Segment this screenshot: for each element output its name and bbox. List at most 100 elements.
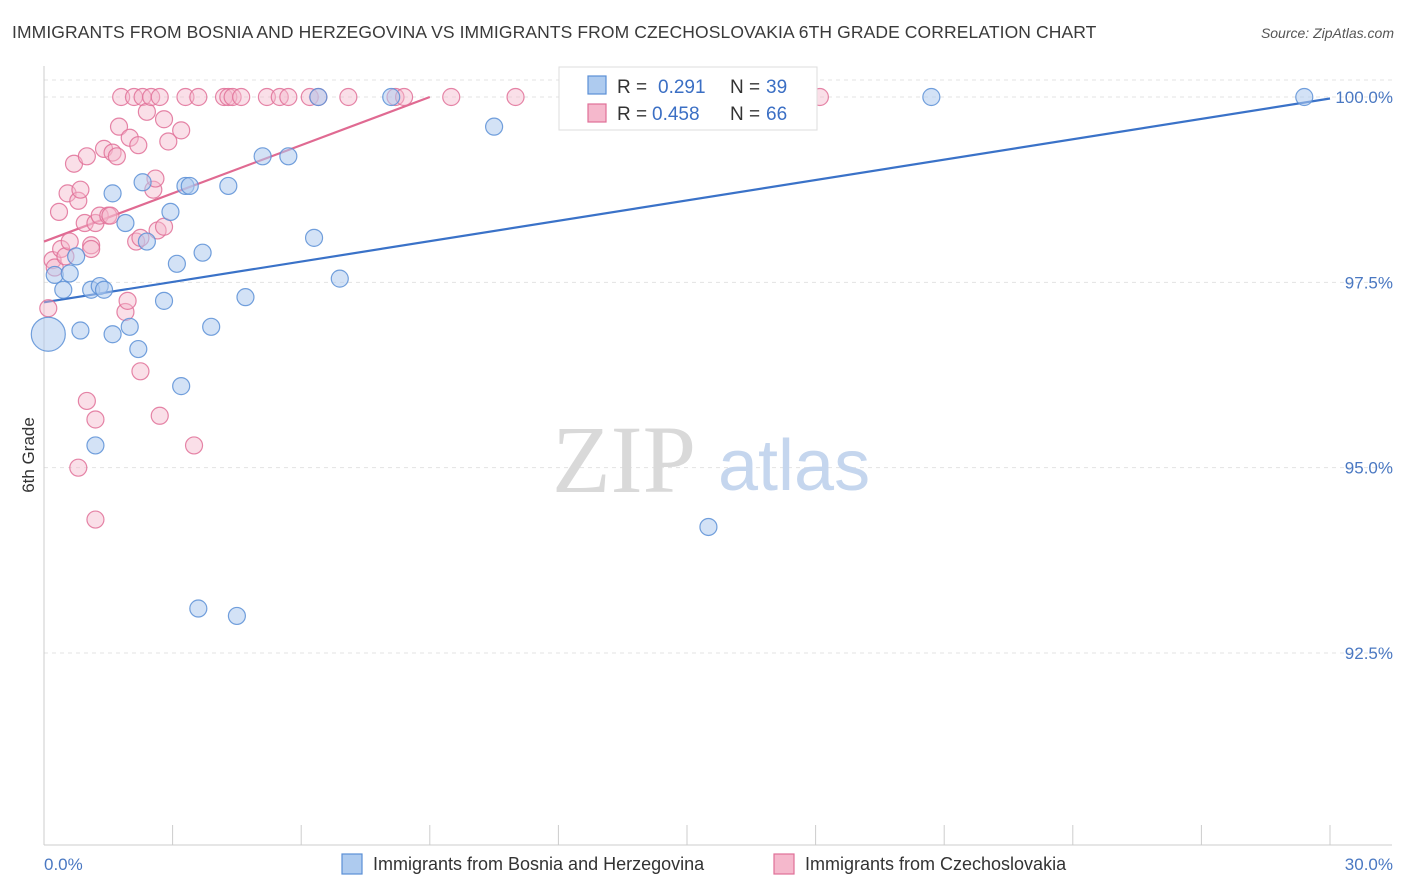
point-bosnia-15 [154, 291, 174, 310]
point-bosnia-37 [699, 517, 718, 537]
point-czech-3 [49, 202, 69, 222]
point-bosnia-1 [54, 280, 73, 299]
point-bosnia-14 [137, 232, 156, 251]
legend-n-value-1: 39 [766, 77, 787, 98]
point-czech-10 [71, 180, 90, 199]
point-bosnia-30 [485, 117, 504, 136]
point-czech-57 [506, 87, 525, 107]
watermark-atlas: atlas [718, 426, 870, 506]
point-czech-32 [137, 102, 156, 121]
point-czech-42 [176, 87, 195, 107]
legend-r-value-2: 0.458 [652, 104, 700, 125]
bottom-legend-label-blue: Immigrants from Bosnia and Herzegovina [373, 854, 705, 874]
watermark-zip: ZIP [552, 406, 696, 513]
source-label: Source: ZipAtlas.com [1260, 25, 1394, 41]
point-bosnia-23 [236, 288, 255, 307]
legend-n-label-1: N = [730, 77, 760, 98]
point-bosnia-19 [180, 176, 199, 196]
point-bosnia-28 [330, 269, 349, 288]
series-legend: Immigrants from Bosnia and Herzegovina I… [341, 853, 1067, 875]
point-bosnia-7 [94, 280, 114, 299]
point-bosnia-11 [120, 317, 139, 336]
y-tick-label-3: 92.5% [1345, 644, 1393, 663]
point-czech-64 [69, 458, 88, 477]
y-tick-label-1: 97.5% [1345, 273, 1393, 292]
point-bosnia-29 [382, 87, 401, 107]
point-czech-21 [107, 147, 126, 166]
point-bosnia-35 [86, 436, 105, 455]
y-tick-label-2: 95.0% [1345, 459, 1393, 478]
point-bosnia-4 [71, 321, 90, 340]
point-bosnia-39 [227, 606, 246, 626]
point-czech-61 [77, 391, 96, 411]
legend-r-label-1: R = [617, 77, 647, 98]
chart-title: IMMIGRANTS FROM BOSNIA AND HERZEGOVINA V… [12, 22, 1097, 42]
point-czech-22 [109, 117, 129, 136]
y-tick-labels: 100.0% 97.5% 95.0% 92.5% [1335, 88, 1393, 663]
point-bosnia-20 [193, 243, 212, 262]
legend-n-value-2: 66 [766, 104, 787, 125]
point-bosnia-36 [172, 377, 191, 396]
point-bosnia-17 [167, 254, 186, 273]
point-bosnia-38 [189, 599, 208, 618]
point-bosnia-25 [279, 147, 298, 166]
point-czech-38 [154, 110, 174, 129]
axes [43, 66, 1392, 846]
point-czech-11 [75, 213, 94, 233]
point-bosnia-9 [103, 184, 122, 203]
point-bosnia-3 [67, 247, 86, 266]
legend-r-label-2: R = [617, 104, 647, 125]
point-czech-40 [159, 132, 178, 151]
stats-legend: R = 0.291 N = 39 R = 0.458 N = 66 [558, 66, 818, 131]
point-czech-56 [442, 87, 461, 107]
point-czech-59 [131, 362, 150, 381]
point-bosnia-10 [116, 213, 135, 233]
point-czech-25 [118, 291, 137, 310]
point-czech-37 [150, 87, 169, 107]
bottom-legend-swatch-pink [773, 853, 795, 875]
watermark: ZIP atlas [552, 406, 870, 513]
y-tick-label-0: 100.0% [1335, 88, 1393, 107]
legend-swatch-pink [587, 103, 607, 123]
legend-r-value-1: 0.291 [658, 77, 706, 98]
y-axis-label: 6th Grade [19, 417, 38, 493]
point-czech-62 [86, 410, 105, 429]
point-czech-12 [77, 147, 96, 166]
point-czech-19 [101, 206, 120, 225]
point-czech-0 [39, 299, 58, 318]
point-bosnia-13 [133, 173, 152, 192]
x-tick-labels: 0.0% 30.0% [44, 855, 1393, 874]
point-bosnia-2 [60, 264, 79, 283]
point-czech-47 [232, 87, 251, 107]
point-bosnia-33 [1295, 87, 1314, 107]
trend-line-bosnia [43, 97, 1331, 304]
point-czech-48 [257, 87, 277, 107]
point-czech-60 [150, 406, 169, 425]
point-czech-9 [69, 191, 88, 210]
point-bosnia-22 [219, 176, 238, 196]
point-bosnia-0 [45, 265, 64, 285]
point-bosnia-32 [922, 87, 941, 107]
point-czech-65 [86, 510, 105, 529]
point-czech-43 [189, 87, 208, 107]
point-bosnia-26 [304, 228, 324, 247]
point-czech-63 [184, 436, 204, 455]
point-czech-23 [112, 87, 131, 107]
x-tick-label-0: 0.0% [44, 855, 83, 874]
point-bosnia-12 [129, 339, 148, 359]
legend-swatch-blue [587, 75, 607, 95]
bottom-legend-swatch-blue [341, 853, 363, 875]
point-bosnia-16 [161, 202, 180, 222]
x-tick-label-1: 30.0% [1345, 855, 1393, 874]
point-bosnia-34 [30, 316, 66, 352]
legend-n-label-2: N = [730, 104, 760, 125]
point-bosnia-24 [253, 147, 272, 166]
point-czech-29 [129, 136, 148, 155]
point-bosnia-8 [103, 325, 122, 344]
point-czech-41 [172, 121, 191, 140]
point-czech-50 [279, 87, 298, 107]
point-czech-14 [82, 239, 101, 259]
point-czech-53 [339, 87, 358, 107]
point-bosnia-27 [309, 87, 328, 107]
